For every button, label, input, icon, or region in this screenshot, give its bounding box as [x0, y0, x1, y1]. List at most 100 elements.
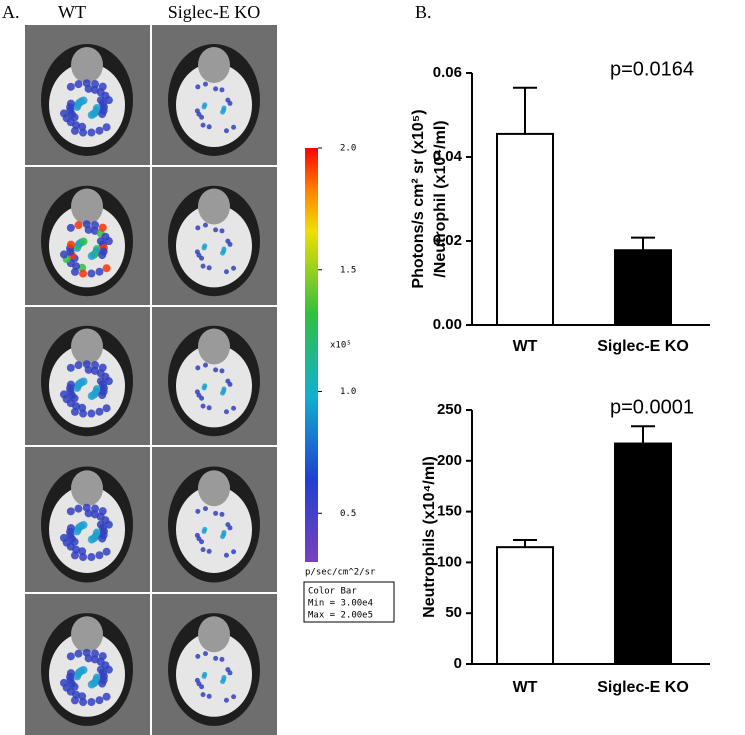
signal: [227, 670, 233, 676]
signal: [231, 124, 237, 130]
bar: [496, 132, 554, 326]
signal: [59, 109, 68, 118]
organ: [198, 328, 230, 365]
signal: [91, 361, 100, 370]
signal: [87, 111, 96, 120]
signal: [202, 651, 208, 657]
color-bar-legend: Color Bar: [308, 587, 357, 597]
signal: [202, 383, 208, 389]
signal: [87, 252, 96, 261]
signal: [98, 251, 107, 260]
annotation: p=0.0164: [610, 58, 694, 80]
color-bar: [305, 148, 318, 562]
signal: [102, 547, 111, 556]
signal: [227, 100, 233, 106]
signal: [213, 510, 219, 516]
signal: [194, 249, 200, 255]
color-bar-tick-label: 1.5: [340, 265, 356, 275]
organ: [71, 188, 103, 225]
signal: [66, 507, 75, 516]
signal: [79, 269, 88, 278]
signal: [82, 360, 91, 369]
signal: [102, 264, 111, 273]
signal: [219, 87, 225, 93]
signal: [79, 553, 88, 562]
signal: [79, 237, 88, 246]
signal: [223, 409, 229, 415]
signal: [200, 263, 206, 269]
signal: [82, 220, 91, 229]
signal: [227, 381, 233, 387]
signal: [98, 363, 107, 372]
organ: [198, 616, 230, 653]
organ: [198, 47, 230, 83]
signal: [202, 671, 208, 677]
signal: [231, 694, 237, 700]
y-axis-label: Photons/s cm² sr (x10⁵): [410, 109, 427, 288]
signal: [66, 82, 75, 91]
signal: [59, 250, 68, 259]
signal: [200, 692, 206, 698]
y-tick-label: 250: [437, 401, 462, 418]
signal: [59, 533, 68, 542]
column-label: Siglec-E KO: [168, 2, 260, 22]
signal: [206, 265, 212, 271]
signal: [87, 553, 96, 562]
x-tick-label: Siglec-E KO: [597, 679, 689, 696]
y-tick-label: 0.02: [433, 232, 462, 249]
panel-label: B.: [415, 2, 432, 22]
y-tick-label: 0: [454, 655, 462, 672]
x-tick-label: WT: [513, 338, 538, 355]
signal: [66, 240, 75, 249]
signal: [98, 82, 107, 91]
signal: [91, 504, 100, 513]
signal: [102, 404, 111, 413]
signal: [206, 405, 212, 411]
signal: [200, 547, 206, 553]
signal: [59, 678, 68, 687]
signal: [194, 389, 200, 395]
signal: [66, 99, 75, 108]
signal: [98, 534, 107, 543]
signal: [220, 250, 226, 256]
image-grid: [25, 25, 277, 735]
signal: [95, 126, 104, 135]
signal: [231, 405, 237, 411]
signal: [91, 80, 100, 89]
organ: [71, 47, 103, 83]
signal: [70, 126, 79, 135]
signal: [95, 696, 104, 705]
signal: [59, 390, 68, 399]
signal: [194, 677, 200, 683]
y-tick-label: 0.04: [433, 148, 463, 165]
signal: [195, 653, 201, 659]
signal: [213, 227, 219, 233]
signal: [223, 697, 229, 703]
signal: [223, 269, 229, 275]
signal: [66, 669, 75, 678]
signal: [82, 79, 91, 88]
signal: [219, 656, 225, 662]
signal: [79, 665, 88, 674]
signal: [98, 652, 107, 661]
organ: [198, 470, 230, 507]
organ: [71, 616, 103, 653]
signal: [231, 549, 237, 555]
signal: [82, 648, 91, 657]
signal: [79, 520, 88, 529]
signal: [213, 367, 219, 373]
signal: [220, 534, 226, 540]
signal: [200, 403, 206, 409]
color-bar-legend: Min = 3.00e4: [308, 599, 373, 609]
signal: [104, 665, 113, 674]
signal: [206, 124, 212, 130]
signal: [91, 221, 100, 230]
signal: [98, 223, 107, 232]
signal: [74, 361, 83, 370]
signal: [104, 520, 113, 529]
column-label: WT: [58, 2, 86, 22]
signal: [79, 377, 88, 386]
signal: [87, 698, 96, 707]
signal: [194, 108, 200, 114]
signal: [202, 506, 208, 512]
